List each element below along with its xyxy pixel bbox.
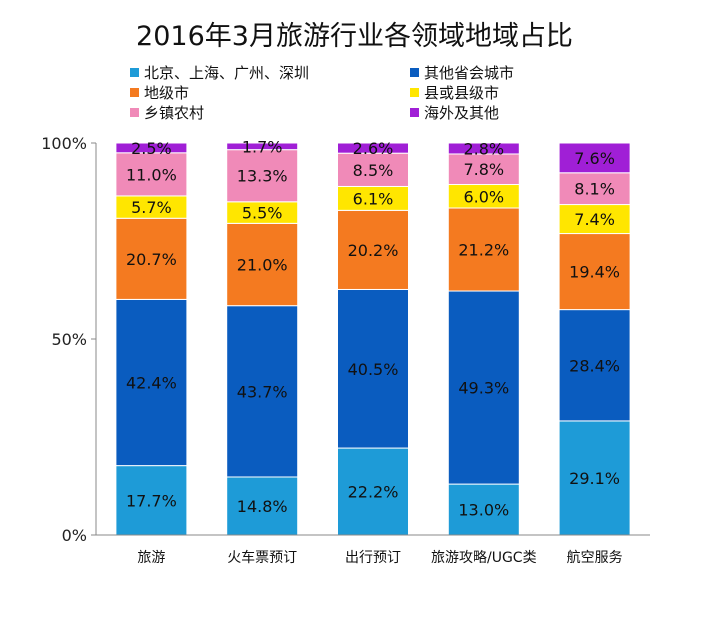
bar-segment [226, 222, 299, 307]
legend-label: 乡镇农村 [144, 104, 205, 122]
bar-segment [558, 309, 631, 422]
y-tick-label: 50% [51, 330, 87, 349]
bar-segment [115, 298, 188, 467]
legend-label: 其他省会城市 [424, 64, 515, 82]
legend-label: 海外及其他 [424, 104, 500, 122]
data-label: 28.4% [569, 356, 620, 375]
data-label: 2.6% [353, 139, 394, 158]
bar-segment [447, 153, 520, 186]
bar-segment [226, 142, 299, 151]
data-label: 6.0% [463, 187, 504, 206]
x-tick-label: 火车票预订 [227, 549, 297, 566]
bar-segment [558, 204, 631, 235]
bar-segment [447, 142, 520, 155]
x-tick-label: 旅游 [137, 550, 165, 566]
legend-swatch [410, 108, 419, 117]
data-label: 8.1% [574, 180, 615, 199]
bar-segment [115, 142, 188, 154]
data-label: 22.2% [348, 483, 399, 502]
legend-swatch [130, 68, 139, 77]
data-label: 13.0% [458, 501, 509, 520]
data-label: 19.4% [569, 263, 620, 282]
x-tick-label: 旅游攻略/UGC类 [431, 550, 537, 566]
legend-item: 地级市 [130, 82, 189, 102]
bar-segment [226, 149, 299, 203]
bar-segment [447, 207, 520, 292]
data-label: 2.8% [463, 139, 504, 158]
data-label: 7.8% [463, 160, 504, 179]
data-label: 29.1% [569, 469, 620, 488]
data-label: 8.5% [353, 161, 394, 180]
data-label: 5.7% [131, 198, 172, 217]
data-label: 1.7% [242, 137, 283, 156]
legend-item: 乡镇农村 [130, 102, 204, 122]
data-label: 20.7% [126, 250, 177, 269]
legend-item: 海外及其他 [410, 102, 499, 122]
data-label: 13.3% [237, 167, 288, 186]
data-label: 2.5% [131, 139, 172, 158]
legend-label: 北京、上海、广州、深圳 [144, 64, 310, 82]
bar-segment [558, 172, 631, 206]
legend-swatch [130, 108, 139, 117]
data-label: 6.1% [353, 189, 394, 208]
x-tick-label: 航空服务 [567, 550, 623, 566]
y-tick-label: 100% [41, 134, 87, 153]
legend-swatch [410, 68, 419, 77]
bar-segment [337, 447, 409, 536]
legend-item: 其他省会城市 [410, 62, 514, 82]
data-label: 40.5% [348, 360, 399, 379]
legend-label: 县或县级市 [424, 84, 500, 102]
data-label: 20.2% [348, 241, 399, 260]
data-label: 14.8% [237, 497, 288, 516]
data-label: 21.0% [237, 256, 288, 275]
bar-segment [558, 420, 631, 536]
bar-segment [558, 142, 631, 174]
x-tick-label: 出行预订 [345, 550, 401, 566]
data-label: 7.6% [574, 149, 615, 168]
legend-item: 北京、上海、广州、深圳 [130, 62, 309, 82]
legend-swatch [410, 88, 419, 97]
data-label: 49.3% [458, 379, 509, 398]
legend-label: 地级市 [144, 84, 190, 102]
bar-segment [337, 142, 409, 154]
bar-segment [337, 209, 409, 290]
legend-swatch [130, 88, 139, 97]
data-label: 5.5% [242, 204, 283, 223]
data-label: 11.0% [126, 165, 177, 184]
y-tick-label: 0% [62, 526, 87, 545]
data-label: 21.2% [458, 241, 509, 260]
bar-segment [447, 290, 520, 485]
bar-segment [115, 217, 188, 300]
data-label: 7.4% [574, 210, 615, 229]
bar-segment [226, 305, 299, 478]
data-label: 42.4% [126, 374, 177, 393]
legend-item: 县或县级市 [410, 82, 499, 102]
data-label: 43.7% [237, 382, 288, 401]
chart-title: 2016年3月旅游行业各领域地域占比 [136, 21, 573, 52]
data-label: 17.7% [126, 491, 177, 510]
bar-segment [447, 483, 520, 536]
bar-segment [337, 152, 409, 187]
